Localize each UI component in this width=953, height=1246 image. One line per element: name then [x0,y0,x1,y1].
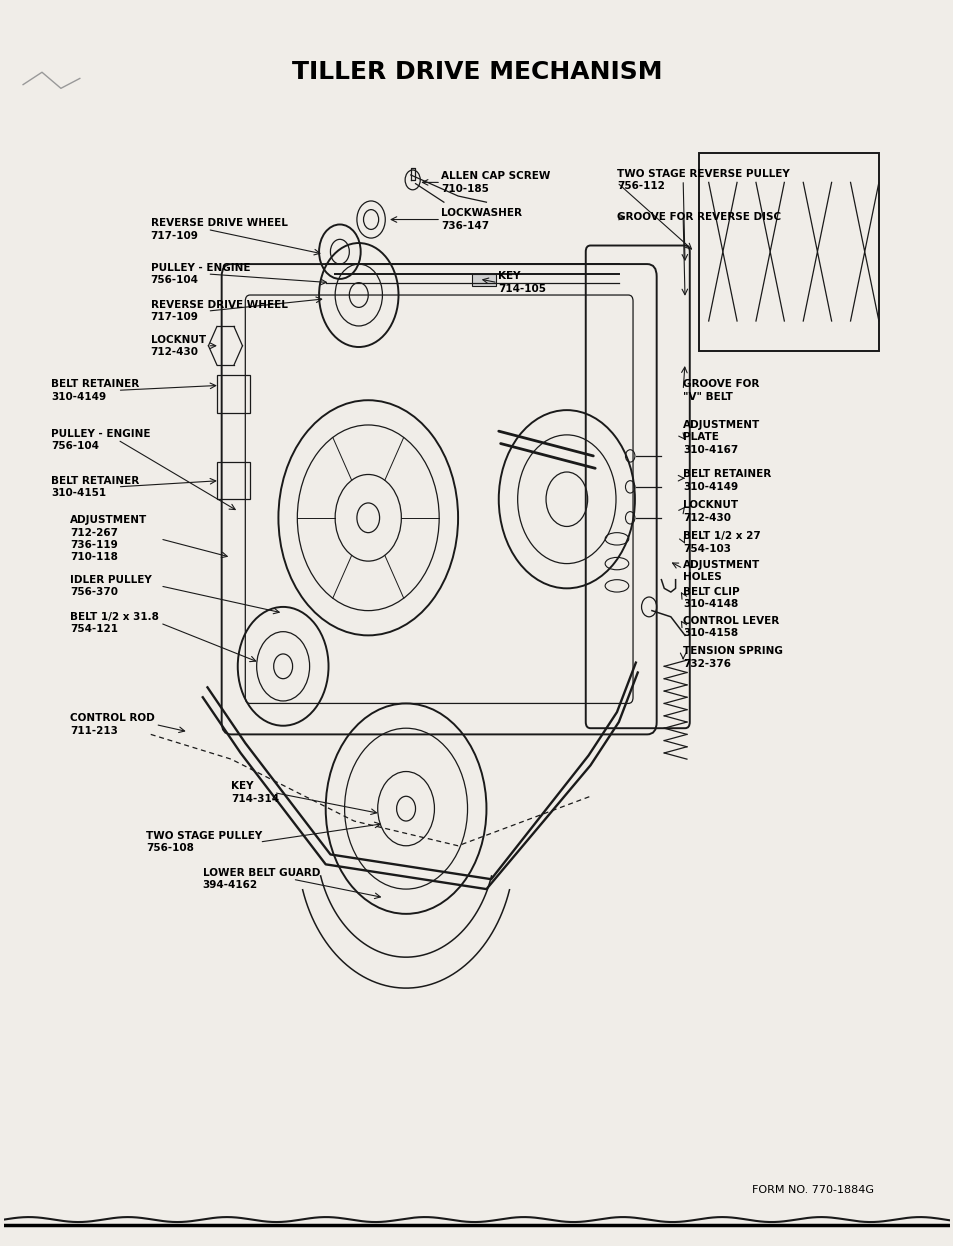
Text: TWO STAGE REVERSE PULLEY
756-112: TWO STAGE REVERSE PULLEY 756-112 [617,168,789,191]
Text: ADJUSTMENT
PLATE
310-4167: ADJUSTMENT PLATE 310-4167 [682,420,760,455]
Text: PULLEY - ENGINE
756-104: PULLEY - ENGINE 756-104 [151,263,250,285]
Text: KEY
714-314: KEY 714-314 [231,781,279,804]
Bar [216,462,250,500]
Text: BELT CLIP
310-4148: BELT CLIP 310-4148 [682,587,739,609]
Text: REVERSE DRIVE WHEEL
717-109: REVERSE DRIVE WHEEL 717-109 [151,300,287,323]
Text: LOWER BELT GUARD
394-4162: LOWER BELT GUARD 394-4162 [203,868,320,891]
Bar [472,274,496,287]
Text: IDLER PULLEY
756-370: IDLER PULLEY 756-370 [71,574,152,597]
Text: ADJUSTMENT
HOLES: ADJUSTMENT HOLES [682,559,760,582]
Bar [699,153,878,350]
Text: BELT RETAINER
310-4151: BELT RETAINER 310-4151 [51,476,139,498]
Text: FORM NO. 770-1884G: FORM NO. 770-1884G [751,1185,873,1195]
Text: KEY
714-105: KEY 714-105 [497,272,545,294]
Text: GROOVE FOR
"V" BELT: GROOVE FOR "V" BELT [682,379,759,401]
Text: TENSION SPRING
732-376: TENSION SPRING 732-376 [682,647,782,669]
Text: BELT 1/2 x 31.8
754-121: BELT 1/2 x 31.8 754-121 [71,612,159,634]
Text: CONTROL ROD
711-213: CONTROL ROD 711-213 [71,713,155,735]
Text: BELT RETAINER
310-4149: BELT RETAINER 310-4149 [682,470,771,492]
Text: REVERSE DRIVE WHEEL
717-109: REVERSE DRIVE WHEEL 717-109 [151,218,287,240]
Text: ALLEN CAP SCREW
710-185: ALLEN CAP SCREW 710-185 [440,171,550,193]
Bar [216,375,250,412]
Text: CONTROL LEVER
310-4158: CONTROL LEVER 310-4158 [682,616,779,638]
Text: LOCKNUT
712-430: LOCKNUT 712-430 [682,501,738,523]
Text: BELT RETAINER
310-4149: BELT RETAINER 310-4149 [51,379,139,401]
Text: PULLEY - ENGINE
756-104: PULLEY - ENGINE 756-104 [51,429,151,451]
Text: GROOVE FOR REVERSE DISC: GROOVE FOR REVERSE DISC [617,212,781,222]
Text: TWO STAGE PULLEY
756-108: TWO STAGE PULLEY 756-108 [146,831,262,854]
Text: LOCKWASHER
736-147: LOCKWASHER 736-147 [440,208,521,231]
Text: TILLER DRIVE MECHANISM: TILLER DRIVE MECHANISM [292,60,661,83]
Text: BELT 1/2 x 27
754-103: BELT 1/2 x 27 754-103 [682,531,760,553]
Text: ADJUSTMENT
712-267
736-119
710-118: ADJUSTMENT 712-267 736-119 710-118 [71,516,148,562]
Text: LOCKNUT
712-430: LOCKNUT 712-430 [151,335,206,356]
